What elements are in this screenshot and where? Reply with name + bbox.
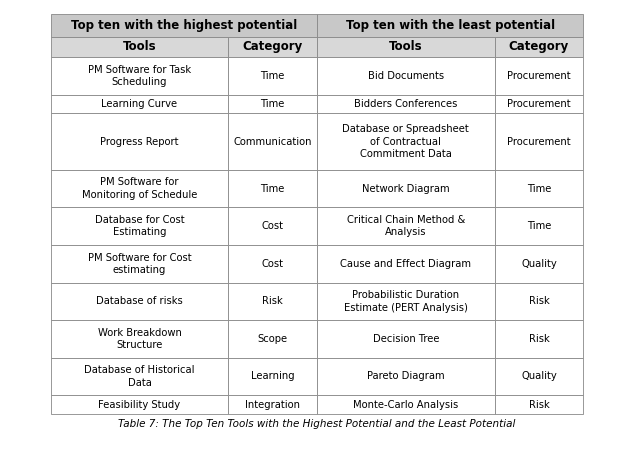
Bar (51, 113, 228, 170)
Bar (51, 358, 228, 395)
Bar (228, 283, 317, 320)
Text: Cause and Effect Diagram: Cause and Effect Diagram (340, 259, 471, 269)
Text: Monte-Carlo Analysis: Monte-Carlo Analysis (353, 399, 458, 410)
Text: Bid Documents: Bid Documents (368, 71, 444, 81)
Bar (317, 320, 495, 358)
Text: PM Software for Task
Scheduling: PM Software for Task Scheduling (88, 65, 191, 87)
Text: Tools: Tools (389, 40, 423, 53)
Text: Database for Cost
Estimating: Database for Cost Estimating (94, 215, 184, 238)
Text: Table 7: The Top Ten Tools with the Highest Potential and the Least Potential: Table 7: The Top Ten Tools with the High… (119, 419, 515, 429)
Text: Feasibility Study: Feasibility Study (98, 399, 181, 410)
Text: Time: Time (261, 71, 285, 81)
Text: Integration: Integration (245, 399, 300, 410)
Bar (495, 207, 583, 245)
Text: Cost: Cost (262, 259, 283, 269)
Text: PM Software for
Monitoring of Schedule: PM Software for Monitoring of Schedule (82, 177, 197, 200)
Bar (317, 207, 495, 245)
Bar (228, 95, 317, 113)
Bar (495, 113, 583, 170)
Bar (51, 395, 228, 414)
Text: Quality: Quality (521, 259, 557, 269)
Text: Work Breakdown
Structure: Work Breakdown Structure (98, 328, 181, 350)
Bar (317, 283, 495, 320)
Text: Scope: Scope (257, 334, 288, 344)
Bar (495, 170, 583, 207)
Text: Category: Category (508, 40, 569, 53)
Text: Time: Time (527, 221, 551, 231)
Text: Database or Spreadsheet
of Contractual
Commitment Data: Database or Spreadsheet of Contractual C… (342, 124, 469, 159)
Text: Time: Time (527, 183, 551, 193)
Bar (51, 320, 228, 358)
Text: Learning Curve: Learning Curve (101, 99, 178, 109)
Text: Procurement: Procurement (507, 99, 571, 109)
Bar (51, 57, 228, 95)
Bar (317, 95, 495, 113)
Text: Risk: Risk (529, 334, 549, 344)
Text: Bidders Conferences: Bidders Conferences (354, 99, 458, 109)
Text: Risk: Risk (529, 296, 549, 306)
Text: Progress Report: Progress Report (100, 136, 179, 147)
Text: Critical Chain Method &
Analysis: Critical Chain Method & Analysis (347, 215, 465, 238)
Bar (228, 358, 317, 395)
Bar (228, 207, 317, 245)
Bar (228, 170, 317, 207)
Bar (228, 245, 317, 283)
Text: Risk: Risk (529, 399, 549, 410)
Bar (495, 395, 583, 414)
Text: Network Diagram: Network Diagram (362, 183, 450, 193)
Bar (495, 320, 583, 358)
Bar (51, 37, 228, 57)
Bar (51, 170, 228, 207)
Bar (495, 37, 583, 57)
Bar (317, 395, 495, 414)
Text: Cost: Cost (262, 221, 283, 231)
Text: Database of risks: Database of risks (96, 296, 183, 306)
Text: Pareto Diagram: Pareto Diagram (367, 371, 444, 381)
Text: Tools: Tools (122, 40, 157, 53)
Bar (495, 245, 583, 283)
Text: Database of Historical
Data: Database of Historical Data (84, 365, 195, 388)
Bar (495, 283, 583, 320)
Text: Quality: Quality (521, 371, 557, 381)
Bar (51, 283, 228, 320)
Text: Procurement: Procurement (507, 136, 571, 147)
Text: Top ten with the highest potential: Top ten with the highest potential (71, 19, 297, 32)
Bar (228, 57, 317, 95)
Text: Time: Time (261, 99, 285, 109)
Bar (51, 207, 228, 245)
Bar (495, 57, 583, 95)
Bar (51, 14, 317, 37)
Bar (317, 245, 495, 283)
Bar (317, 14, 583, 37)
Text: Time: Time (261, 183, 285, 193)
Text: Decision Tree: Decision Tree (373, 334, 439, 344)
Bar (228, 395, 317, 414)
Bar (317, 113, 495, 170)
Bar (228, 37, 317, 57)
Text: Procurement: Procurement (507, 71, 571, 81)
Bar (51, 245, 228, 283)
Bar (228, 320, 317, 358)
Text: PM Software for Cost
estimating: PM Software for Cost estimating (87, 253, 191, 275)
Text: Top ten with the least potential: Top ten with the least potential (346, 19, 555, 32)
Bar (317, 57, 495, 95)
Bar (495, 95, 583, 113)
Text: Probabilistic Duration
Estimate (PERT Analysis): Probabilistic Duration Estimate (PERT An… (344, 290, 468, 313)
Text: Category: Category (242, 40, 303, 53)
Bar (317, 170, 495, 207)
Bar (495, 358, 583, 395)
Text: Risk: Risk (262, 296, 283, 306)
Bar (51, 95, 228, 113)
Text: Communication: Communication (233, 136, 312, 147)
Bar (317, 358, 495, 395)
Bar (317, 37, 495, 57)
Text: Learning: Learning (251, 371, 294, 381)
Bar (228, 113, 317, 170)
